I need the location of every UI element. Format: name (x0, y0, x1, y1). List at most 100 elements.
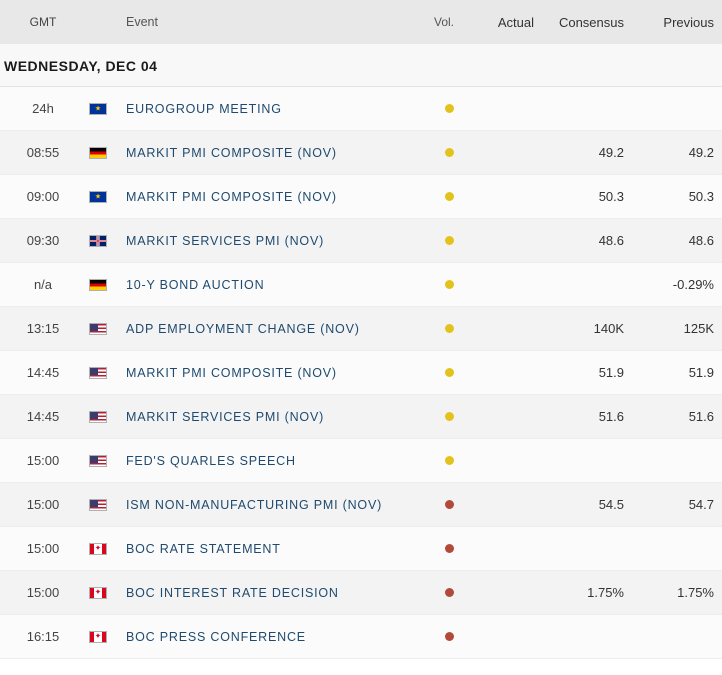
maple-leaf-icon: ✦ (95, 588, 102, 596)
table-row: n/a 10-Y BOND AUCTION -0.29% (0, 263, 722, 307)
col-header-previous: Previous (624, 15, 714, 30)
cell-event: MARKIT SERVICES PMI (NOV) (118, 410, 394, 424)
day-header: WEDNESDAY, DEC 04 (0, 44, 722, 87)
cell-gmt: 08:55 (8, 145, 78, 160)
cell-flag: ✦ (78, 631, 118, 643)
cell-flag: ✦ (78, 587, 118, 599)
cell-gmt: 15:00 (8, 453, 78, 468)
cell-flag (78, 103, 118, 115)
us-flag-icon (89, 367, 107, 379)
cell-flag (78, 191, 118, 203)
cell-flag (78, 235, 118, 247)
cell-vol (394, 148, 454, 157)
cell-vol (394, 368, 454, 377)
de-flag-icon (89, 147, 107, 159)
cell-previous: 49.2 (624, 145, 714, 160)
event-link[interactable]: EUROGROUP MEETING (126, 102, 282, 116)
event-link[interactable]: MARKIT SERVICES PMI (NOV) (126, 234, 324, 248)
cell-event: MARKIT PMI COMPOSITE (NOV) (118, 190, 394, 204)
table-row: 15:00✦BOC INTEREST RATE DECISION1.75%1.7… (0, 571, 722, 615)
cell-gmt: 15:00 (8, 541, 78, 556)
event-link[interactable]: 10-Y BOND AUCTION (126, 278, 264, 292)
cell-previous: 51.6 (624, 409, 714, 424)
cell-event: ISM NON-MANUFACTURING PMI (NOV) (118, 498, 394, 512)
ca-flag-icon: ✦ (89, 587, 107, 599)
volatility-dot-icon (445, 412, 454, 421)
cell-vol (394, 456, 454, 465)
cell-vol (394, 500, 454, 509)
cell-gmt: n/a (8, 277, 78, 292)
cell-previous: 50.3 (624, 189, 714, 204)
event-link[interactable]: FED'S QUARLES SPEECH (126, 454, 296, 468)
cell-gmt: 13:15 (8, 321, 78, 336)
cell-event: MARKIT PMI COMPOSITE (NOV) (118, 146, 394, 160)
cell-previous: 48.6 (624, 233, 714, 248)
event-link[interactable]: BOC PRESS CONFERENCE (126, 630, 306, 644)
volatility-dot-icon (445, 500, 454, 509)
cell-gmt: 14:45 (8, 409, 78, 424)
event-link[interactable]: BOC INTEREST RATE DECISION (126, 586, 339, 600)
col-header-actual: Actual (454, 15, 534, 30)
cell-event: ADP EMPLOYMENT CHANGE (NOV) (118, 322, 394, 336)
cell-event: BOC INTEREST RATE DECISION (118, 586, 394, 600)
event-link[interactable]: MARKIT SERVICES PMI (NOV) (126, 410, 324, 424)
cell-gmt: 09:00 (8, 189, 78, 204)
cell-flag (78, 411, 118, 423)
cell-consensus: 1.75% (534, 585, 624, 600)
table-row: 14:45MARKIT PMI COMPOSITE (NOV)51.951.9 (0, 351, 722, 395)
event-link[interactable]: MARKIT PMI COMPOSITE (NOV) (126, 146, 337, 160)
cell-flag (78, 367, 118, 379)
table-row: 15:00 FED'S QUARLES SPEECH (0, 439, 722, 483)
volatility-dot-icon (445, 368, 454, 377)
cell-consensus: 50.3 (534, 189, 624, 204)
table-row: 24hEUROGROUP MEETING (0, 87, 722, 131)
cell-vol (394, 588, 454, 597)
cell-event: MARKIT SERVICES PMI (NOV) (118, 234, 394, 248)
cell-previous: -0.29% (624, 277, 714, 292)
us-flag-icon (89, 411, 107, 423)
cell-gmt: 09:30 (8, 233, 78, 248)
cell-gmt: 16:15 (8, 629, 78, 644)
de-flag-icon (89, 279, 107, 291)
gb-flag-icon (89, 235, 107, 247)
volatility-dot-icon (445, 192, 454, 201)
cell-vol (394, 192, 454, 201)
maple-leaf-icon: ✦ (95, 632, 102, 640)
table-row: 16:15 ✦ BOC PRESS CONFERENCE (0, 615, 722, 659)
us-flag-icon (89, 323, 107, 335)
cell-vol (394, 104, 454, 113)
cell-vol (394, 236, 454, 245)
table-header-row: GMT Event Vol. Actual Consensus Previous (0, 0, 722, 44)
event-link[interactable]: ADP EMPLOYMENT CHANGE (NOV) (126, 322, 360, 336)
cell-event: FED'S QUARLES SPEECH (118, 454, 394, 468)
volatility-dot-icon (445, 324, 454, 333)
event-link[interactable]: MARKIT PMI COMPOSITE (NOV) (126, 190, 337, 204)
volatility-dot-icon (445, 456, 454, 465)
cell-event: 10-Y BOND AUCTION (118, 278, 394, 292)
economic-calendar-table: GMT Event Vol. Actual Consensus Previous… (0, 0, 722, 659)
cell-event: MARKIT PMI COMPOSITE (NOV) (118, 366, 394, 380)
ca-flag-icon: ✦ (89, 543, 107, 555)
cell-flag (78, 455, 118, 467)
event-link[interactable]: ISM NON-MANUFACTURING PMI (NOV) (126, 498, 382, 512)
cell-flag (78, 499, 118, 511)
cell-flag (78, 279, 118, 291)
cell-previous: 54.7 (624, 497, 714, 512)
col-header-vol: Vol. (394, 15, 454, 29)
table-row: 15:00 ✦ BOC RATE STATEMENT (0, 527, 722, 571)
cell-flag (78, 323, 118, 335)
cell-previous: 51.9 (624, 365, 714, 380)
cell-flag: ✦ (78, 543, 118, 555)
table-row: 14:45MARKIT SERVICES PMI (NOV)51.651.6 (0, 395, 722, 439)
eu-flag-icon (89, 191, 107, 203)
cell-previous: 125K (624, 321, 714, 336)
us-flag-icon (89, 455, 107, 467)
cell-vol (394, 632, 454, 641)
event-link[interactable]: MARKIT PMI COMPOSITE (NOV) (126, 366, 337, 380)
volatility-dot-icon (445, 280, 454, 289)
cell-consensus: 48.6 (534, 233, 624, 248)
table-row: 13:15ADP EMPLOYMENT CHANGE (NOV)140K125K (0, 307, 722, 351)
volatility-dot-icon (445, 148, 454, 157)
volatility-dot-icon (445, 236, 454, 245)
event-link[interactable]: BOC RATE STATEMENT (126, 542, 281, 556)
